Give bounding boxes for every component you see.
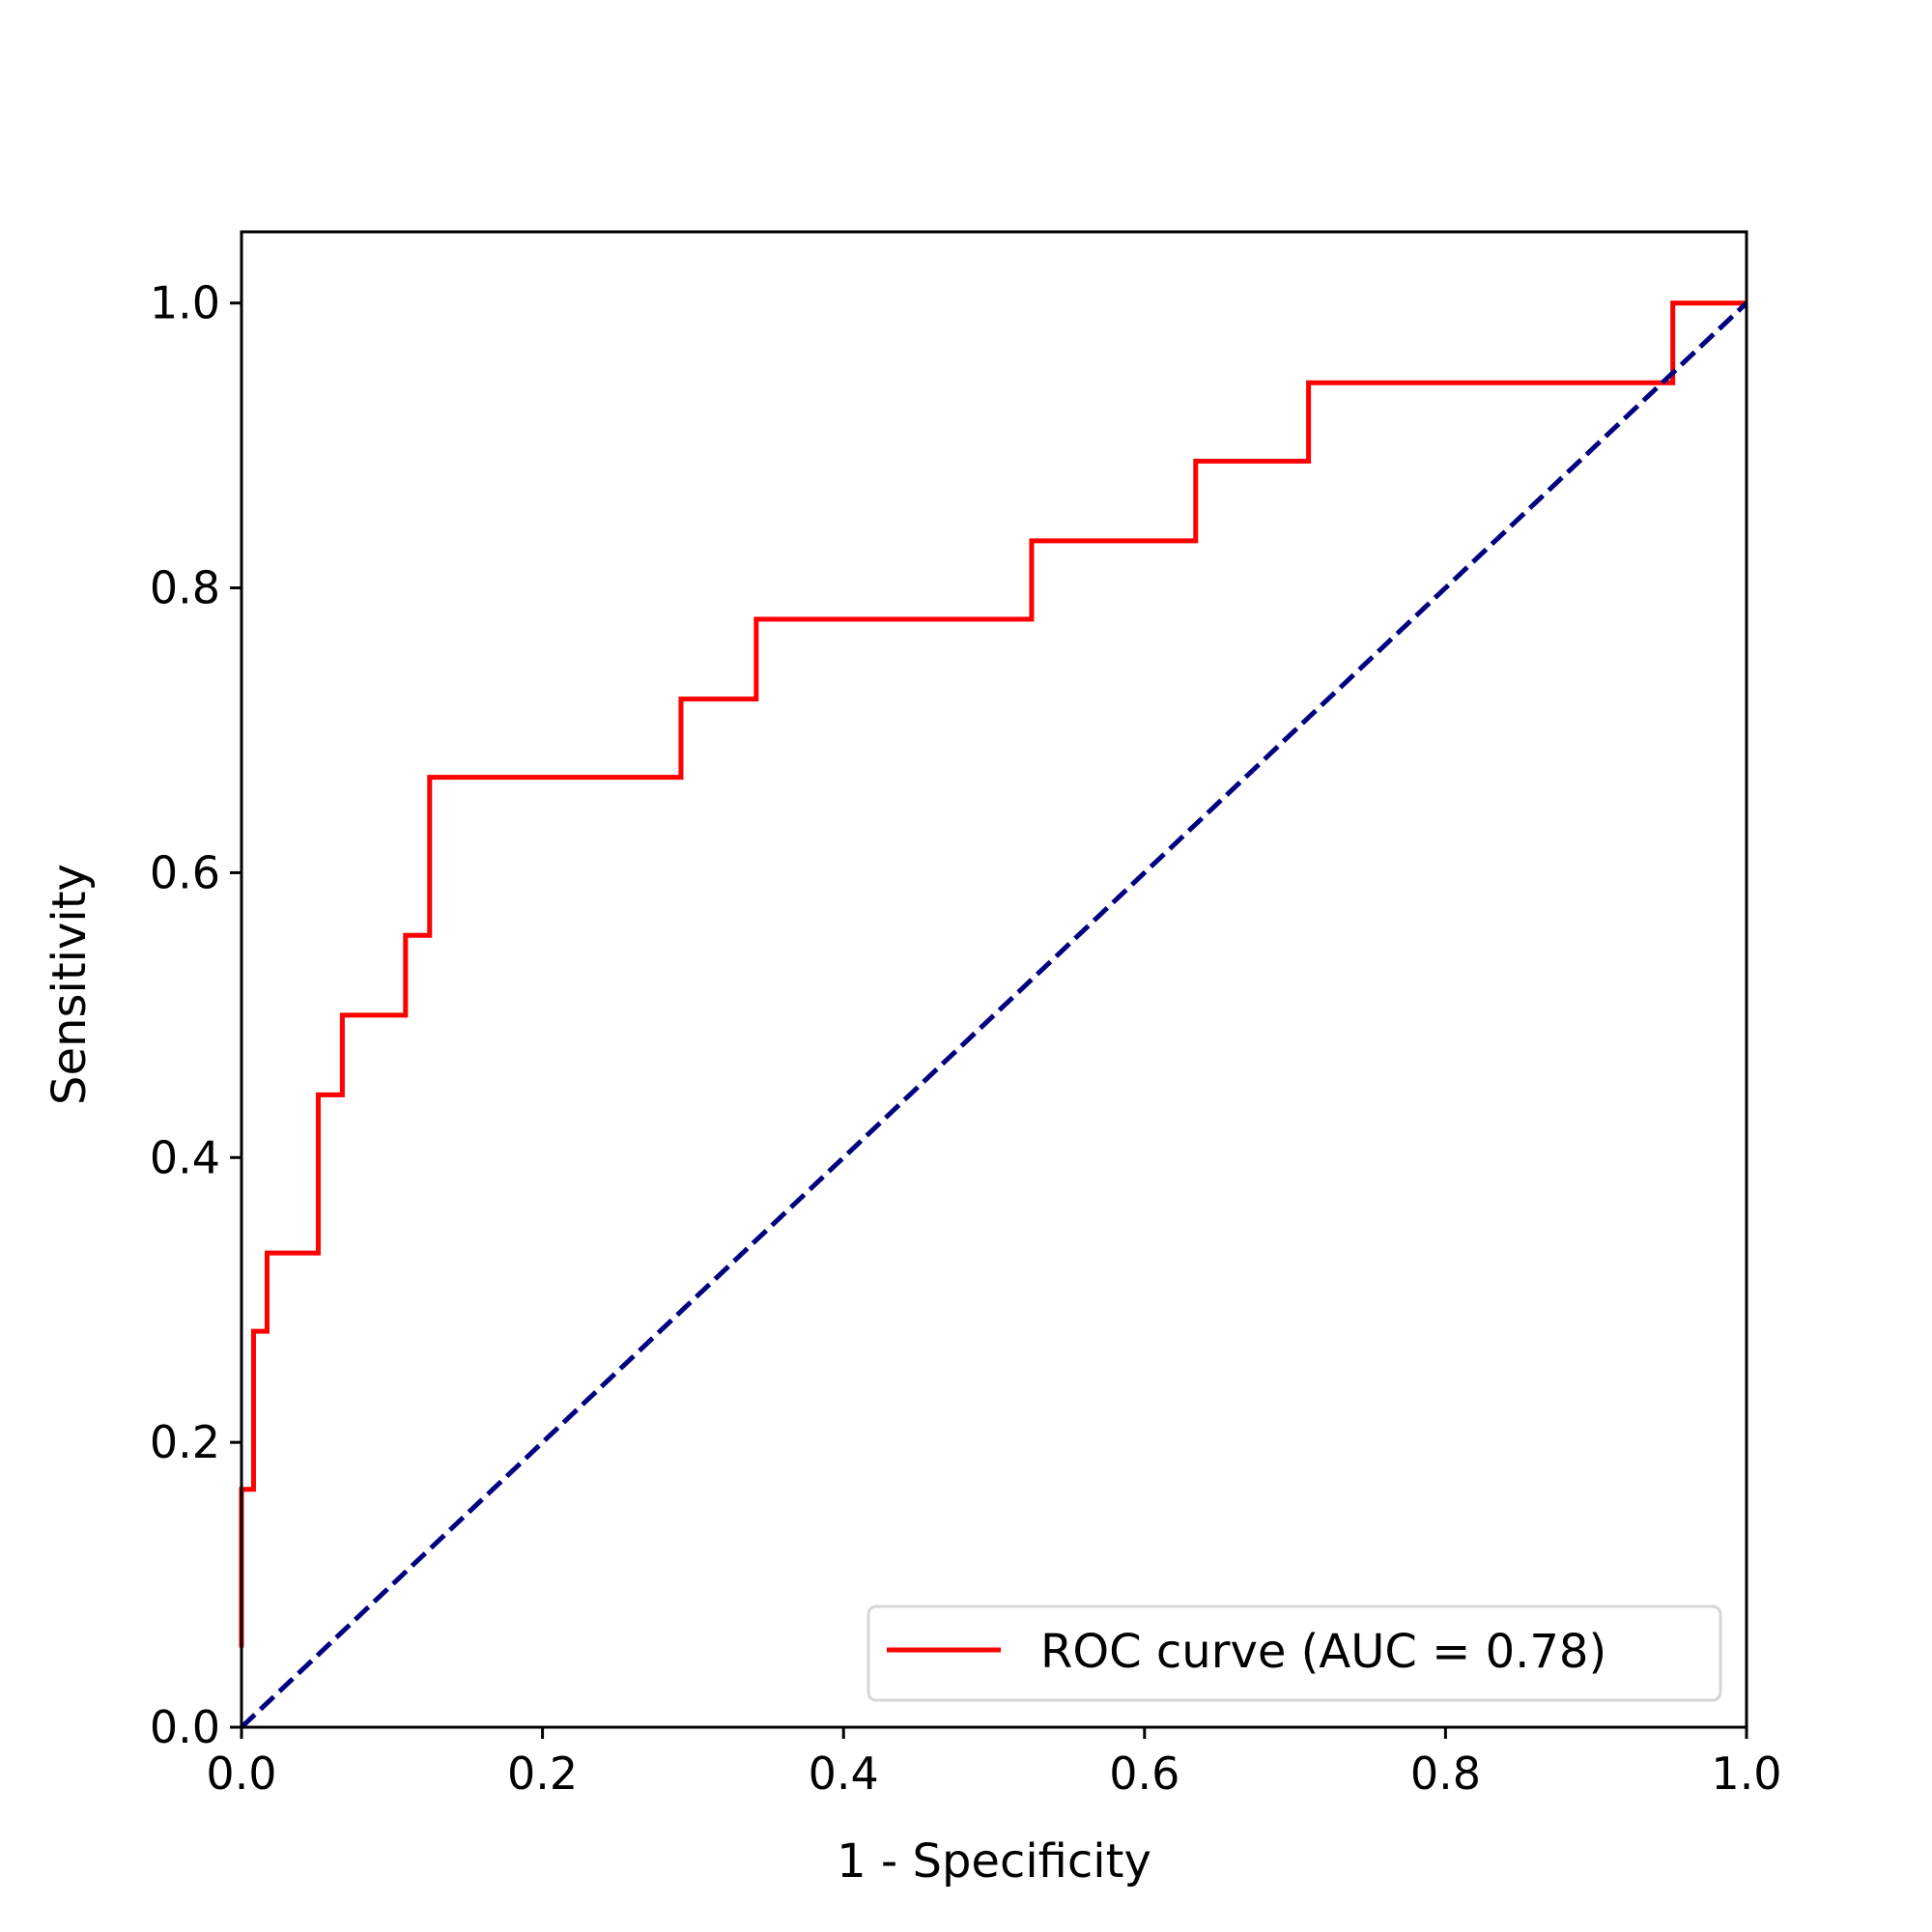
x-tick-label: 0.0 <box>206 1747 276 1800</box>
x-tick-label: 0.4 <box>809 1747 879 1800</box>
ticks-layer: 0.0 0.2 0.4 0.6 0.8 1.0 0.0 0.2 0.4 0.6 0.8 1.0 <box>150 277 1782 1800</box>
y-tick-label: 1.0 <box>150 277 220 329</box>
legend: ROC curve (AUC = 0.78) <box>867 1605 1722 1702</box>
axes-frame <box>240 230 1748 1729</box>
y-tick-label: 0.6 <box>150 846 220 898</box>
x-tick-label: 0.2 <box>507 1747 578 1800</box>
chance-diagonal-line <box>240 300 1748 1729</box>
x-tick-label: 0.8 <box>1410 1747 1481 1800</box>
y-tick-label: 0.0 <box>150 1701 220 1753</box>
series-layer <box>239 300 1748 1729</box>
x-tick-label: 0.6 <box>1109 1747 1179 1800</box>
legend-box <box>867 1605 1722 1702</box>
y-axis-label: Sensitivity <box>43 864 97 1105</box>
legend-label-roc: ROC curve (AUC = 0.78) <box>1040 1625 1606 1679</box>
x-axis-label: 1 - Specificity <box>837 1834 1151 1889</box>
x-tick-label: 1.0 <box>1711 1747 1781 1800</box>
y-tick-label: 0.8 <box>150 562 220 614</box>
y-tick-label: 0.4 <box>150 1131 220 1183</box>
roc-curve-line <box>239 300 1747 1648</box>
y-tick-label: 0.2 <box>150 1416 220 1468</box>
